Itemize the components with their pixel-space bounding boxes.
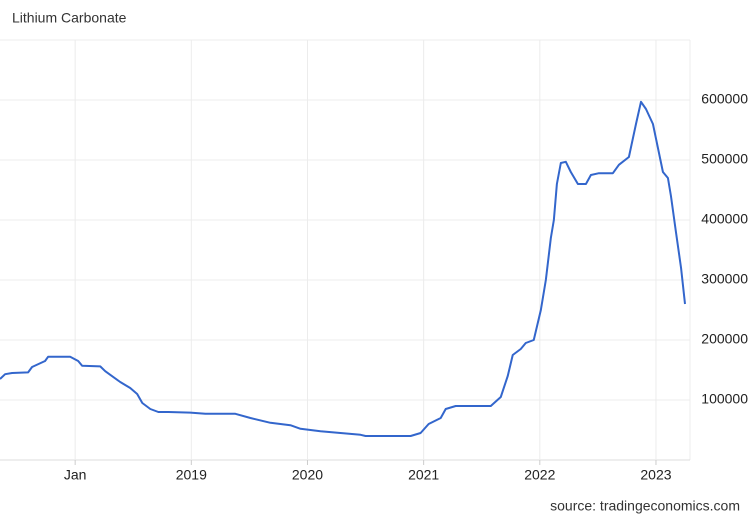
y-tick-label: 200000	[701, 331, 748, 347]
x-tick-label: Jan	[64, 467, 87, 483]
y-tick-label: 600000	[701, 91, 748, 107]
y-tick-label: 100000	[701, 391, 748, 407]
x-tick-label: 2021	[408, 467, 439, 483]
source: source: tradingeconomics.com	[550, 498, 740, 514]
price-line	[0, 100, 687, 437]
x-tick-label: 2023	[640, 467, 671, 483]
y-tick-label: 500000	[701, 151, 748, 167]
y-tick-label: 400000	[701, 211, 748, 227]
x-tick-label: 2022	[524, 467, 555, 483]
x-tick-label: 2019	[176, 467, 207, 483]
x-tick-label: 2020	[292, 467, 323, 483]
chart-title: Lithium Carbonate	[12, 10, 127, 26]
y-tick-label: 300000	[701, 271, 748, 287]
